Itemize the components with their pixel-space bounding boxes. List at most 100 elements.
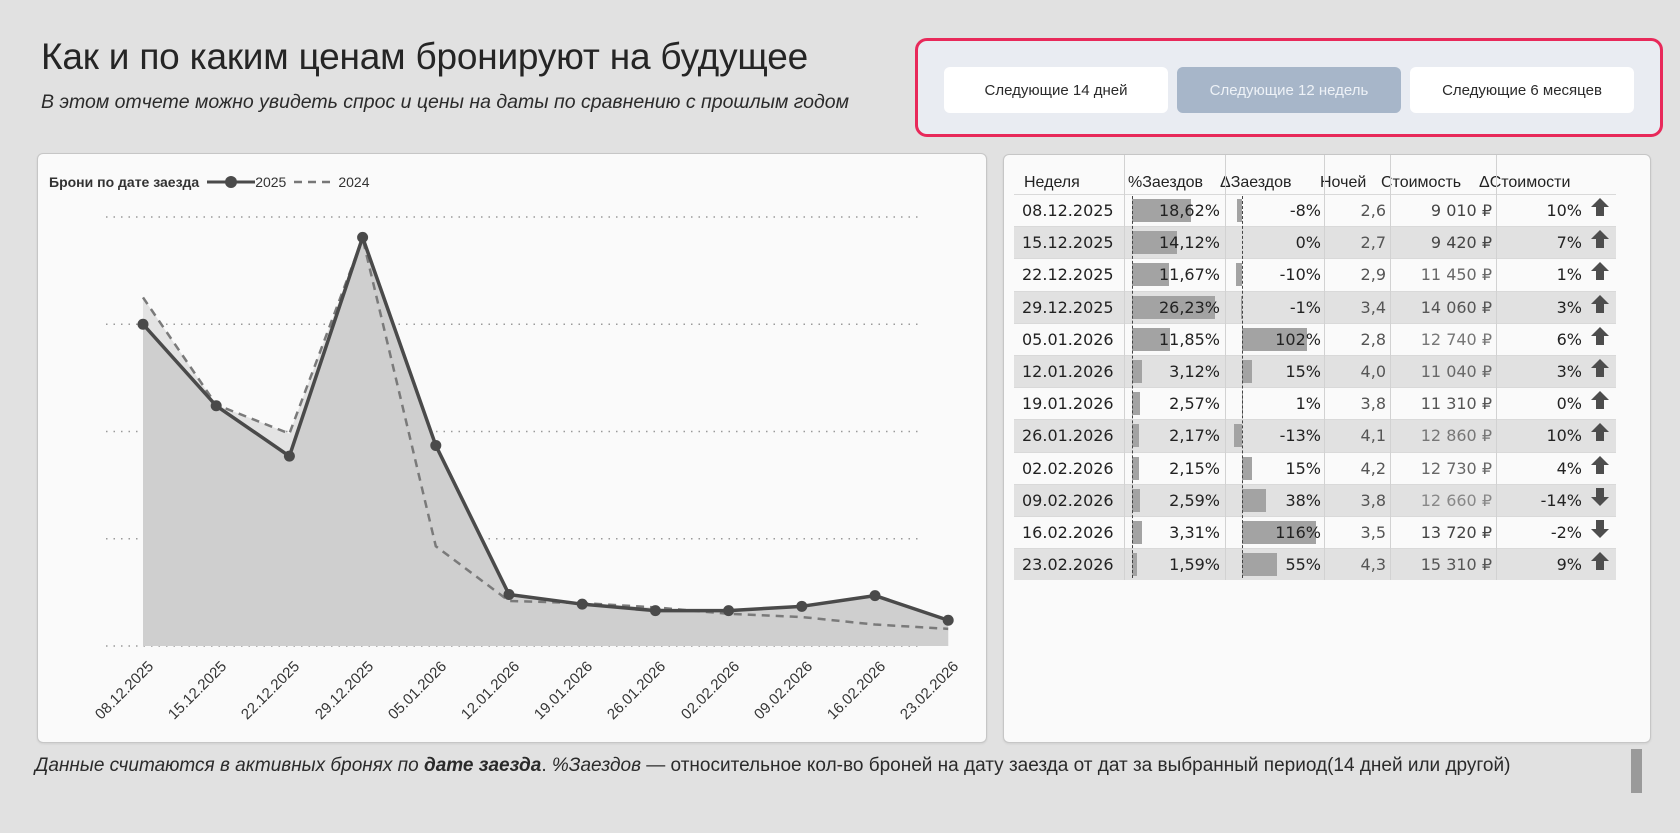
table-row[interactable]: 08.12.2025 18,62% -8% 2,6 9 010 ₽ 10% bbox=[1014, 194, 1616, 226]
delta-checkins-bar bbox=[1236, 199, 1242, 222]
col-header-share[interactable]: %Заездов bbox=[1128, 174, 1204, 191]
data-point-2025 bbox=[283, 450, 295, 462]
data-point-2025 bbox=[357, 231, 369, 243]
data-point-2025 bbox=[723, 605, 735, 617]
period-button-14-days[interactable]: Следующие 14 дней bbox=[944, 67, 1168, 113]
data-point-2025 bbox=[942, 614, 954, 626]
cell-delta-checkins: 116% bbox=[1275, 523, 1321, 542]
cell-nights: 3,8 bbox=[1360, 490, 1386, 510]
footer-bold-term: дате заезда bbox=[423, 755, 542, 776]
cell-delta-cost: 4% bbox=[1498, 453, 1610, 484]
share-bar bbox=[1132, 327, 1170, 351]
data-point-2025 bbox=[210, 400, 222, 412]
line-chart-plot bbox=[106, 216, 954, 647]
period-button-12-weeks[interactable]: Следующие 12 недель bbox=[1177, 67, 1401, 113]
period-button-6-months[interactable]: Следующие 6 месяцев bbox=[1410, 67, 1634, 113]
cell-cost: 13 720 ₽ bbox=[1420, 523, 1492, 542]
table-row[interactable]: 02.02.2026 2,15% 15% 4,2 12 730 ₽ 4% bbox=[1014, 451, 1616, 484]
column-divider bbox=[1496, 155, 1497, 581]
share-bar bbox=[1132, 521, 1143, 544]
delta-cost-value: -14% bbox=[1540, 490, 1582, 510]
arrow-up-icon bbox=[1590, 325, 1610, 356]
cell-nights: 2,8 bbox=[1360, 329, 1386, 349]
cell-delta-checkins: 55% bbox=[1285, 555, 1321, 575]
delta-cost-value: 4% bbox=[1556, 458, 1582, 478]
cell-cost: 15 310 ₽ bbox=[1420, 555, 1492, 575]
cell-delta-checkins: 15% bbox=[1285, 458, 1321, 478]
footer-scrollbar[interactable] bbox=[1631, 749, 1642, 793]
cell-delta-checkins: -13% bbox=[1279, 426, 1321, 446]
cell-delta-cost: -14% bbox=[1498, 485, 1610, 516]
data-point-2025 bbox=[576, 598, 588, 610]
cell-delta-checkins: 1% bbox=[1295, 394, 1321, 414]
data-point-2025 bbox=[796, 600, 808, 612]
cell-share: 1,59% bbox=[1169, 555, 1220, 575]
table-row[interactable]: 29.12.2025 26,23% -1% 3,4 14 060 ₽ 3% bbox=[1014, 290, 1616, 323]
delta-checkins-bar bbox=[1242, 360, 1252, 383]
arrow-up-icon bbox=[1590, 454, 1610, 485]
legend-label-2024: 2024 bbox=[338, 174, 370, 190]
cell-share: 2,57% bbox=[1169, 394, 1220, 414]
delta-cost-value: 7% bbox=[1556, 233, 1582, 253]
cell-nights: 2,6 bbox=[1360, 201, 1386, 220]
share-bar bbox=[1132, 263, 1169, 287]
table-row[interactable]: 16.02.2026 3,31% 116% 3,5 13 720 ₽ -2% bbox=[1014, 516, 1616, 548]
cell-nights: 4,2 bbox=[1360, 458, 1386, 478]
cell-cost: 11 450 ₽ bbox=[1420, 265, 1492, 285]
cell-share: 11,85% bbox=[1158, 329, 1220, 349]
cell-delta-checkins: -1% bbox=[1289, 297, 1321, 317]
arrow-down-icon bbox=[1590, 486, 1610, 517]
table-row[interactable]: 15.12.2025 14,12% 0% 2,7 9 420 ₽ 7% bbox=[1014, 226, 1616, 259]
cell-delta-checkins: 15% bbox=[1285, 362, 1321, 381]
col-header-nights[interactable]: Ночей bbox=[1320, 174, 1367, 191]
cell-delta-cost: 3% bbox=[1498, 356, 1610, 387]
delta-checkins-bar bbox=[1242, 521, 1317, 544]
arrow-up-icon bbox=[1590, 260, 1610, 291]
cell-cost: 11 310 ₽ bbox=[1420, 394, 1492, 414]
delta-checkins-bar bbox=[1233, 424, 1242, 448]
cell-delta-cost: 1% bbox=[1498, 259, 1610, 290]
cell-delta-cost: 0% bbox=[1498, 388, 1610, 419]
col-header-delta-cost[interactable]: ΔСтоимости bbox=[1479, 174, 1571, 191]
arrow-up-icon bbox=[1590, 357, 1610, 388]
table-row[interactable]: 05.01.2026 11,85% 102% 2,8 12 740 ₽ 6% bbox=[1014, 322, 1616, 356]
delta-cost-value: 3% bbox=[1556, 297, 1582, 317]
cell-delta-checkins: -8% bbox=[1289, 201, 1321, 220]
delta-checkins-bar bbox=[1241, 295, 1242, 319]
cell-week: 16.02.2026 bbox=[1022, 523, 1114, 542]
table-row[interactable]: 22.12.2025 11,67% -10% 2,9 11 450 ₽ 1% bbox=[1014, 258, 1616, 290]
arrow-up-icon bbox=[1590, 196, 1610, 227]
table-row[interactable]: 26.01.2026 2,17% -13% 4,1 12 860 ₽ 10% bbox=[1014, 419, 1616, 452]
data-point-2025 bbox=[430, 439, 442, 451]
cell-delta-cost: 10% bbox=[1498, 420, 1610, 451]
cell-week: 15.12.2025 bbox=[1022, 233, 1114, 253]
footer-italic-term: %Заездов bbox=[551, 755, 641, 776]
footer-note: Данные считаются в активных бронях по да… bbox=[35, 752, 1605, 780]
delta-checkins-bar bbox=[1242, 553, 1278, 577]
table-row[interactable]: 19.01.2026 2,57% 1% 3,8 11 310 ₽ 0% bbox=[1014, 387, 1616, 419]
table-row[interactable]: 09.02.2026 2,59% 38% 3,8 12 660 ₽ -14% bbox=[1014, 483, 1616, 516]
data-point-2025 bbox=[649, 605, 661, 617]
delta-cost-value: 10% bbox=[1546, 201, 1582, 220]
cell-nights: 4,3 bbox=[1360, 555, 1386, 575]
col-header-delta-checkins[interactable]: ΔЗаездов bbox=[1220, 174, 1292, 191]
col-header-cost[interactable]: Стоимость bbox=[1381, 174, 1462, 191]
cell-week: 02.02.2026 bbox=[1022, 458, 1114, 478]
cell-delta-cost: 3% bbox=[1498, 292, 1610, 323]
chart-title: Брони по дате заезда bbox=[49, 174, 200, 190]
cell-delta-checkins: 0% bbox=[1295, 233, 1321, 253]
table-row[interactable]: 12.01.2026 3,12% 15% 4,0 11 040 ₽ 3% bbox=[1014, 355, 1616, 388]
table-row[interactable]: 23.02.2026 1,59% 55% 4,3 15 310 ₽ 9% bbox=[1014, 548, 1616, 581]
cell-nights: 2,7 bbox=[1360, 233, 1386, 253]
share-bar bbox=[1132, 456, 1139, 480]
cell-delta-cost: 7% bbox=[1498, 227, 1610, 258]
share-bar bbox=[1132, 231, 1177, 255]
weekly-table-panel: Неделя %Заездов ΔЗаездов Ночей Стоимость… bbox=[1003, 154, 1651, 743]
cell-cost: 14 060 ₽ bbox=[1420, 297, 1492, 317]
delta-checkins-bar bbox=[1242, 456, 1252, 480]
col-header-week[interactable]: Неделя bbox=[1024, 174, 1080, 191]
column-divider bbox=[1124, 155, 1125, 581]
share-bar bbox=[1132, 488, 1141, 512]
chart-legend: Брони по дате заезда 2025 2024 bbox=[49, 174, 376, 190]
bookings-chart-panel: Брони по дате заезда 2025 2024 08.12.202… bbox=[37, 153, 987, 743]
